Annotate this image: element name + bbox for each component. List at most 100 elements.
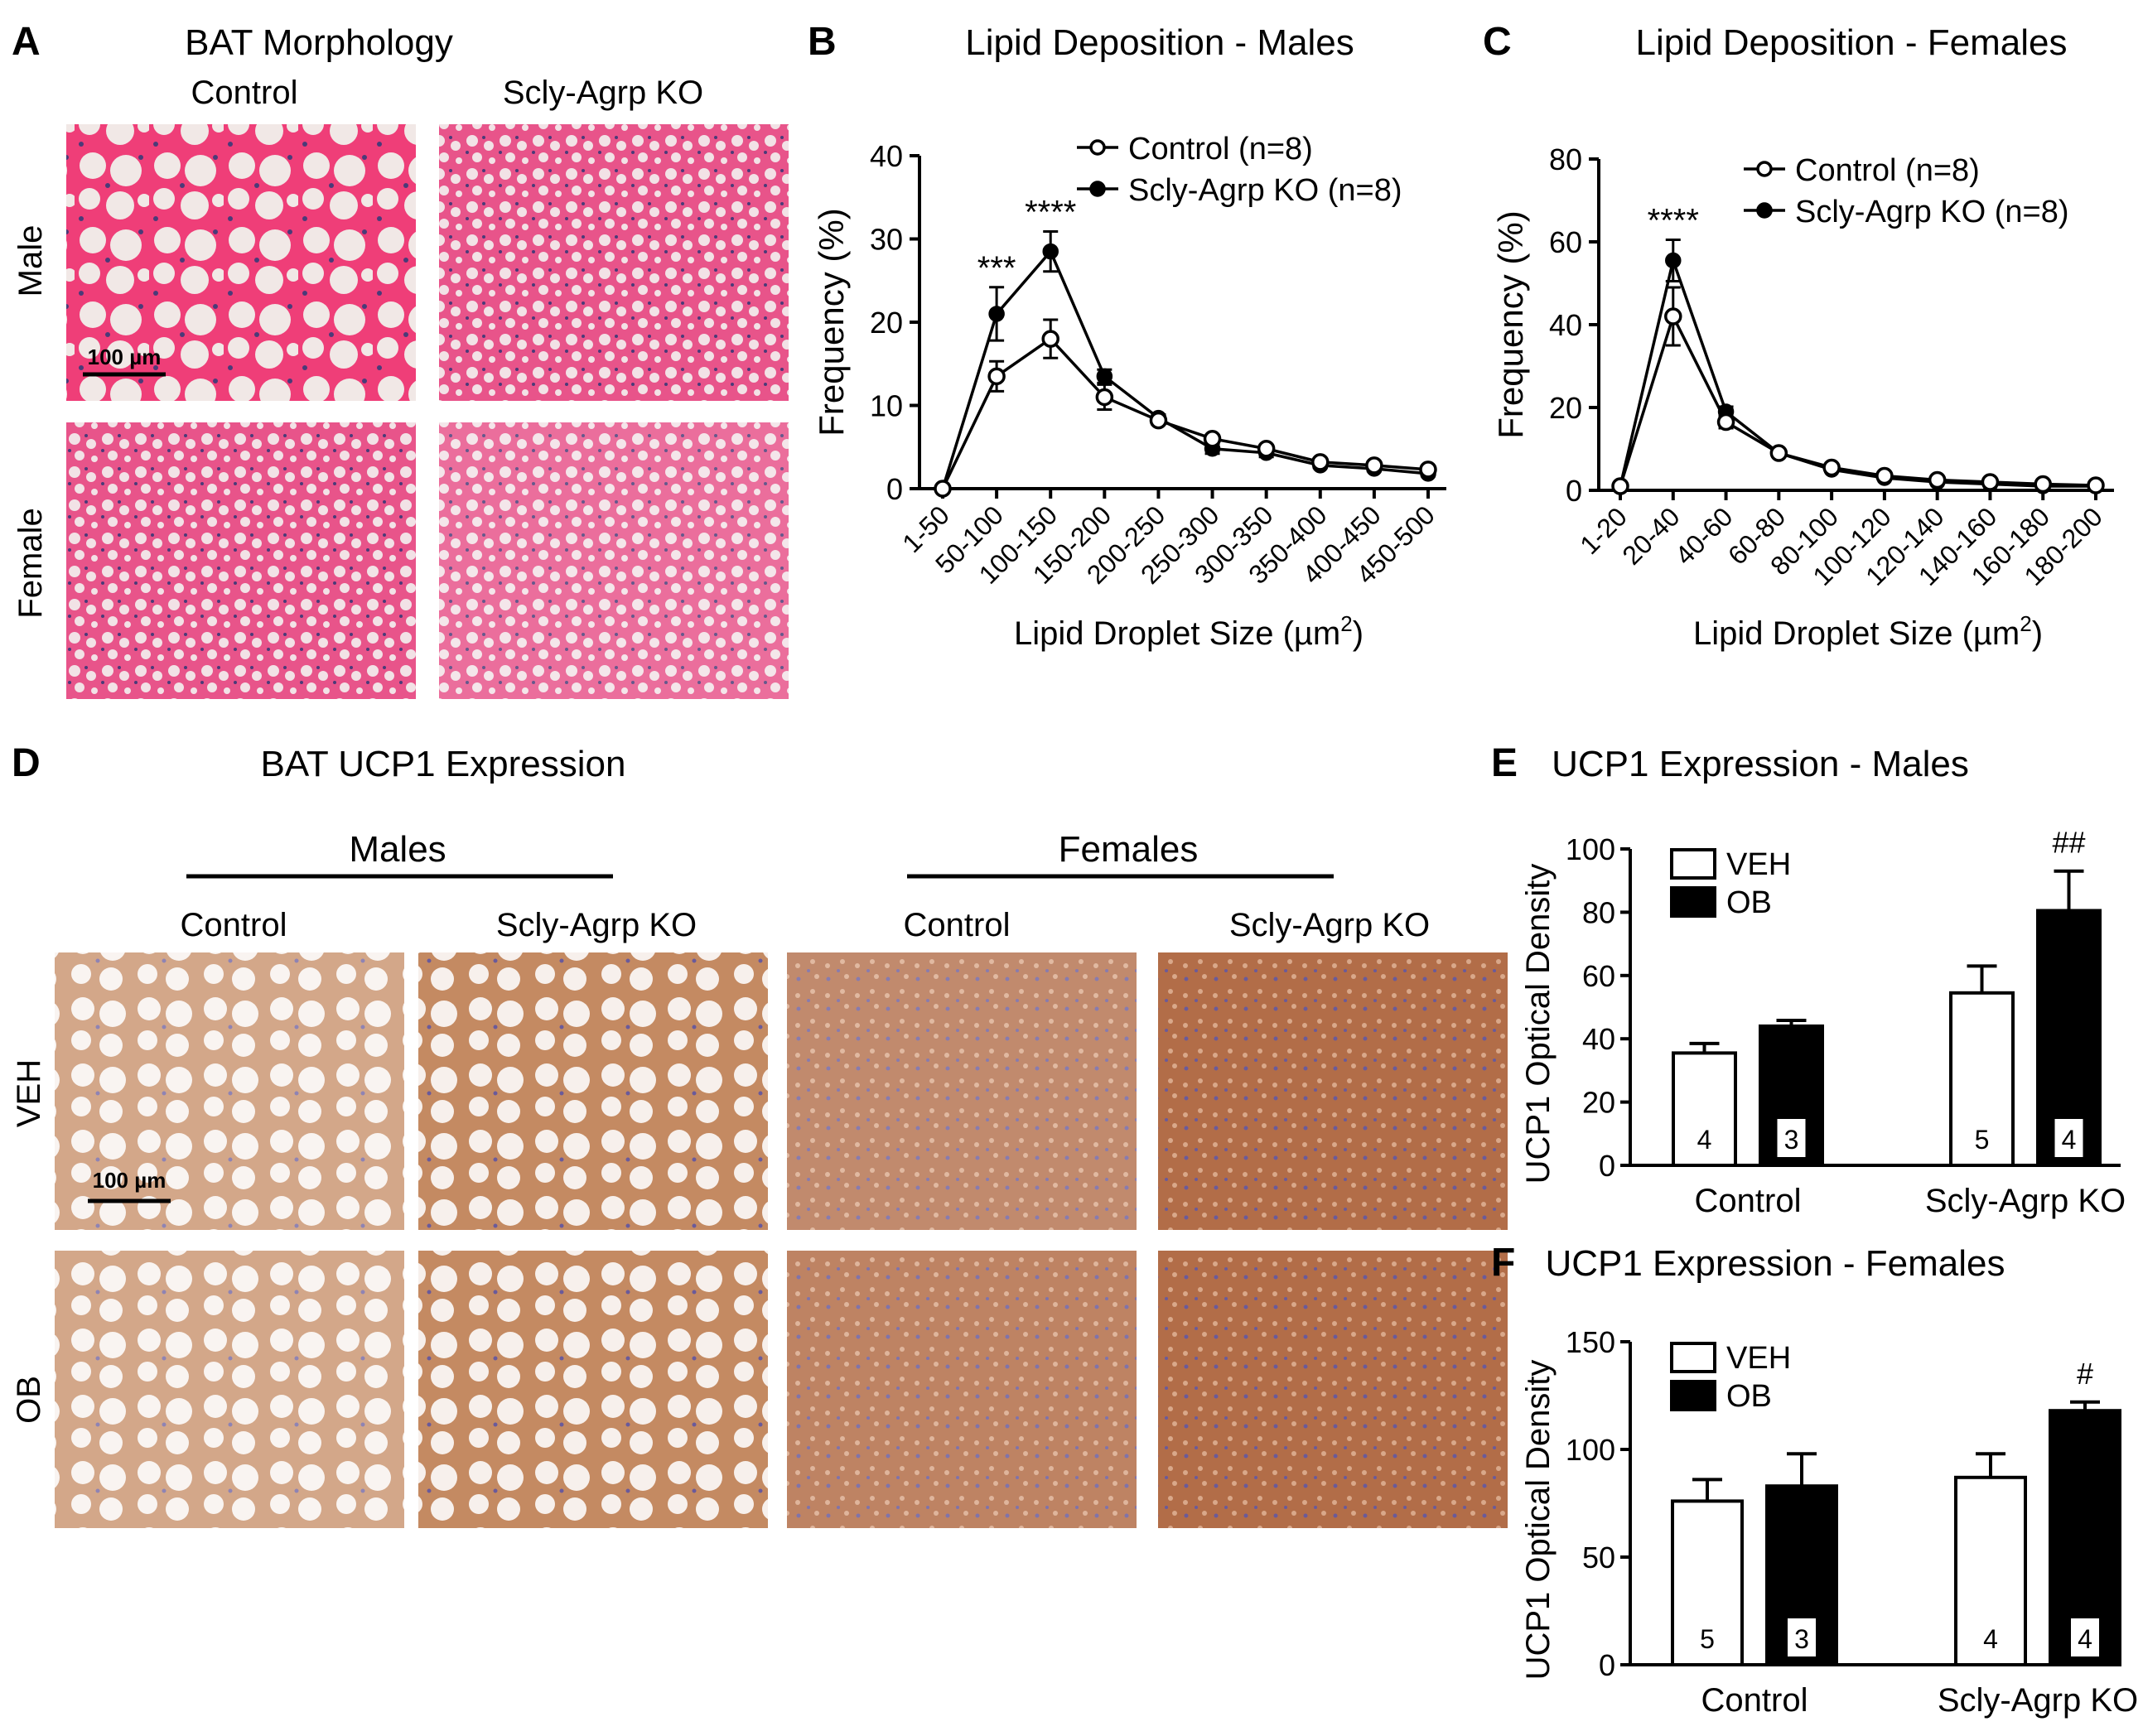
chart-b-lipid-males: Lipid Deposition - Males0102030401-5050-… [812,22,1446,652]
series-line-control [941,336,1429,489]
n-label: 5 [1975,1125,1990,1155]
y-tick-label: 100 [1566,1433,1615,1467]
legend-swatch [1670,1342,1716,1373]
data-point-control [1095,388,1114,407]
x-category-label: Control [1695,1183,1802,1219]
micrograph-male-ko [439,124,789,401]
series-line-ko [941,248,1429,489]
series-line-control [1619,312,2097,487]
x-category-label: Control [1701,1682,1808,1719]
n-label: 4 [1983,1624,1998,1654]
legend-label: OB [1726,1379,1772,1414]
scale-bar-d-label: 100 µm [93,1168,167,1193]
panel-d: D BAT UCP1 Expression Males Females Cont… [11,741,1508,1528]
chart-c-lipid-females: Lipid Deposition - Females0204060801-202… [1491,22,2114,652]
legend-label: Control (n=8) [1795,153,1980,188]
chart-e-ucp1-males: UCP1 Expression - Males 0 20 40 60 80 100 UCP1 … [1520,744,2126,1219]
significance-marker: *** [977,250,1016,287]
data-point-control [934,480,952,498]
bar-veh [1954,1475,2027,1667]
legend-label: Control (n=8) [1128,132,1313,166]
data-point-control [1365,456,1383,475]
data-point-control [1611,477,1629,495]
panel-letter-c: C [1483,20,1512,64]
n-label-box [2071,1618,2099,1656]
x-tick-label: 20-40 [1616,501,1685,570]
panel-a-row-label-male: Male [12,225,49,297]
x-category-label: Scly-Agrp KO [1938,1682,2138,1719]
chart-title: UCP1 Expression - Females [1545,1243,2005,1284]
x-axis-label: Lipid Droplet Size (µm2) [1693,611,2043,652]
n-label: 3 [1784,1125,1799,1155]
panel-d-row-label-veh: VEH [11,1059,47,1127]
data-point-control [1981,473,2000,491]
micrograph-veh-female-ko [1158,952,1508,1230]
micrograph-veh-female-control [787,952,1137,1230]
legend-label: Scly-Agrp KO (n=8) [1795,195,2069,229]
data-point-ko [1665,252,1682,269]
n-label-box [1777,1119,1806,1157]
y-tick-label: 80 [1582,895,1615,929]
y-axis-label: Frequency (%) [1491,210,1530,438]
panel-letter-f: F [1491,1241,1515,1285]
data-point-control [1311,453,1330,471]
data-point-control [1203,429,1222,448]
y-tick-label: 40 [1549,308,1582,342]
y-tick-label: 0 [886,472,903,506]
panel-a-col-label-control: Control [191,75,298,111]
legend-marker [1756,202,1773,219]
y-tick-label: 20 [1549,391,1582,425]
panel-d-col-label-2: Scly-Agrp KO [496,907,697,943]
n-label-box [1788,1618,1816,1656]
n-label: 4 [1697,1125,1712,1155]
panel-letter-a: A [12,20,41,64]
chart-title: UCP1 Expression - Males [1552,744,1969,784]
data-point-control [1664,307,1682,326]
data-point-control [1149,411,1168,430]
panel-a-col-label-ko: Scly-Agrp KO [503,75,703,111]
y-tick-label: 40 [870,139,903,173]
panel-letter-d: D [12,741,41,785]
y-tick-label: 10 [870,389,903,423]
panel-d-group-males: Males [349,829,446,870]
chart-f-ucp1-females: UCP1 Expression - Females 0 50 100 150 UCP1 O… [1520,1243,2138,1719]
x-axis-label: Lipid Droplet Size (µm2) [1014,611,1364,652]
legend-marker [1756,161,1773,177]
bar-veh [1949,991,2015,1168]
micrograph-veh-male-ko [418,952,768,1230]
legend-swatch [1670,1380,1716,1411]
y-tick-label: 0 [1566,474,1582,508]
n-label-box [2054,1119,2083,1157]
legend-label: VEH [1726,847,1791,882]
y-tick-label: 100 [1566,832,1615,866]
y-axis-label: UCP1 Optical Density [1520,864,1557,1184]
micrograph-female-control [66,422,416,699]
x-category-label: Scly-Agrp KO [1925,1183,2126,1219]
micrograph-ob-male-control [55,1251,404,1528]
n-label: 3 [1794,1624,1809,1654]
bar-veh [1671,1499,1744,1667]
panel-d-title: BAT UCP1 Expression [261,744,626,784]
micrograph-ob-female-control [787,1251,1137,1528]
panel-d-row-label-ob: OB [11,1376,47,1424]
legend-label: Scly-Agrp KO (n=8) [1128,173,1402,208]
y-tick-label: 40 [1582,1022,1615,1056]
panel-letter-e: E [1491,741,1518,785]
n-label: 5 [1700,1624,1715,1654]
data-point-ko [1096,368,1113,385]
data-point-control [1822,458,1841,477]
panel-d-col-label-1: Control [181,907,287,943]
data-point-control [1769,444,1788,462]
y-tick-label: 0 [1599,1149,1615,1183]
data-point-control [2087,476,2105,494]
n-label: 4 [2062,1125,2077,1155]
panel-d-col-label-4: Scly-Agrp KO [1229,907,1430,943]
panel-a: A BAT Morphology Control Scly-Agrp KO Ma… [12,20,789,699]
y-axis-label: UCP1 Optical Density [1520,1360,1557,1681]
panel-letter-b: B [808,20,837,64]
data-point-control [1419,461,1437,479]
significance-marker: ## [2052,826,2085,860]
micrograph-veh-male-control [55,952,404,1230]
chart-title: Lipid Deposition - Females [1636,22,2068,63]
